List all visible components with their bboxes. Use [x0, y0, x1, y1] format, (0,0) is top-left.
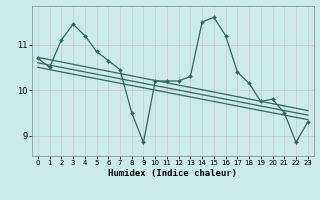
- X-axis label: Humidex (Indice chaleur): Humidex (Indice chaleur): [108, 169, 237, 178]
